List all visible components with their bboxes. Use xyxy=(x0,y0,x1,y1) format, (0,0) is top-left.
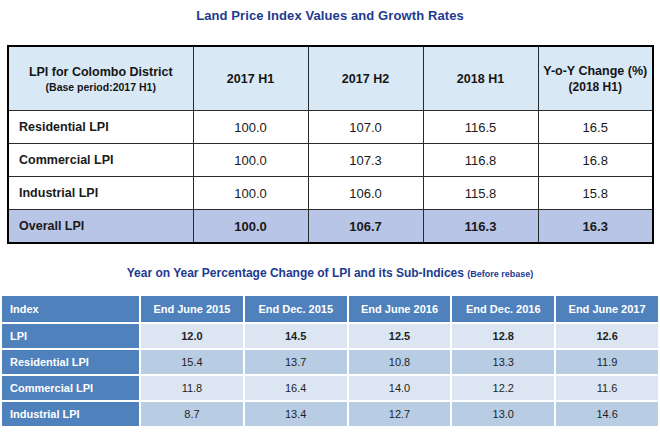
value-cell: 100.0 xyxy=(193,177,308,210)
row-label: Residential LPI xyxy=(2,350,139,374)
header-end-dec-2016: End Dec. 2016 xyxy=(452,296,554,322)
header-lpi-colombo-district: LPI for Colombo District (Base period:20… xyxy=(8,46,193,111)
yoy-change-table: Index End June 2015 End Dec. 2015 End Ju… xyxy=(0,294,660,428)
row-label: Commercial LPI xyxy=(8,144,193,177)
value-cell: 100.0 xyxy=(193,144,308,177)
value-cell: 12.8 xyxy=(452,324,554,348)
value-cell: 12.7 xyxy=(349,402,451,426)
value-cell: 116.5 xyxy=(423,111,538,144)
table-row-residential: Residential LPI 15.4 13.7 10.8 13.3 11.9 xyxy=(2,350,658,374)
value-cell: 13.7 xyxy=(245,350,347,374)
value-cell: 14.6 xyxy=(556,402,658,426)
value-cell: 16.8 xyxy=(538,144,653,177)
header-2017-h1: 2017 H1 xyxy=(193,46,308,111)
before-rebase-note: (Before rebase) xyxy=(467,269,533,279)
header-end-june-2016: End June 2016 xyxy=(349,296,451,322)
value-cell: 11.6 xyxy=(556,376,658,400)
value-cell: 100.0 xyxy=(193,210,308,244)
header-index: Index xyxy=(2,296,139,322)
value-cell: 116.3 xyxy=(423,210,538,244)
value-cell: 15.8 xyxy=(538,177,653,210)
value-cell: 107.0 xyxy=(308,111,423,144)
value-cell: 115.8 xyxy=(423,177,538,210)
page-title: Land Price Index Values and Growth Rates xyxy=(0,8,660,23)
value-cell: 16.3 xyxy=(538,210,653,244)
value-cell: 16.4 xyxy=(245,376,347,400)
value-cell: 13.4 xyxy=(245,402,347,426)
value-cell: 13.0 xyxy=(452,402,554,426)
value-cell: 12.0 xyxy=(141,324,243,348)
table-header-row: LPI for Colombo District (Base period:20… xyxy=(8,46,653,111)
row-label: Residential LPI xyxy=(8,111,193,144)
value-cell: 107.3 xyxy=(308,144,423,177)
row-label: Commercial LPI xyxy=(2,376,139,400)
table-row-commercial: Commercial LPI 100.0 107.3 116.8 16.8 xyxy=(8,144,653,177)
header-title: LPI for Colombo District xyxy=(29,65,173,79)
table-row-industrial: Industrial LPI 8.7 13.4 12.7 13.0 14.6 xyxy=(2,402,658,426)
value-cell: 106.7 xyxy=(308,210,423,244)
table-row-overall: Overall LPI 100.0 106.7 116.3 16.3 xyxy=(8,210,653,244)
table-row-lpi: LPI 12.0 14.5 12.5 12.8 12.6 xyxy=(2,324,658,348)
value-cell: 106.0 xyxy=(308,177,423,210)
table-row-residential: Residential LPI 100.0 107.0 116.5 16.5 xyxy=(8,111,653,144)
value-cell: 12.6 xyxy=(556,324,658,348)
value-cell: 11.9 xyxy=(556,350,658,374)
value-cell: 100.0 xyxy=(193,111,308,144)
header-2017-h2: 2017 H2 xyxy=(308,46,423,111)
value-cell: 16.5 xyxy=(538,111,653,144)
row-label: LPI xyxy=(2,324,139,348)
value-cell: 8.7 xyxy=(141,402,243,426)
value-cell: 14.0 xyxy=(349,376,451,400)
header-base-period: (Base period:2017 H1) xyxy=(9,81,193,93)
value-cell: 12.2 xyxy=(452,376,554,400)
table-row-industrial: Industrial LPI 100.0 106.0 115.8 15.8 xyxy=(8,177,653,210)
header-end-june-2015: End June 2015 xyxy=(141,296,243,322)
value-cell: 14.5 xyxy=(245,324,347,348)
yoy-change-label: Y-o-Y Change (%) xyxy=(543,64,647,78)
value-cell: 116.8 xyxy=(423,144,538,177)
value-cell: 13.3 xyxy=(452,350,554,374)
second-title-text: Year on Year Percentage Change of LPI an… xyxy=(127,266,464,280)
lpi-values-table: LPI for Colombo District (Base period:20… xyxy=(7,45,654,244)
yoy-change-period: (2018 H1) xyxy=(539,80,653,94)
header-end-dec-2015: End Dec. 2015 xyxy=(245,296,347,322)
row-label: Industrial LPI xyxy=(2,402,139,426)
second-table-title: Year on Year Percentage Change of LPI an… xyxy=(0,266,660,280)
row-label: Industrial LPI xyxy=(8,177,193,210)
value-cell: 15.4 xyxy=(141,350,243,374)
header-end-june-2017: End June 2017 xyxy=(556,296,658,322)
value-cell: 10.8 xyxy=(349,350,451,374)
header-2018-h1: 2018 H1 xyxy=(423,46,538,111)
table-header-row: Index End June 2015 End Dec. 2015 End Ju… xyxy=(2,296,658,322)
value-cell: 11.8 xyxy=(141,376,243,400)
value-cell: 12.5 xyxy=(349,324,451,348)
row-label: Overall LPI xyxy=(8,210,193,244)
header-yoy-change: Y-o-Y Change (%) (2018 H1) xyxy=(538,46,653,111)
table-row-commercial: Commercial LPI 11.8 16.4 14.0 12.2 11.6 xyxy=(2,376,658,400)
